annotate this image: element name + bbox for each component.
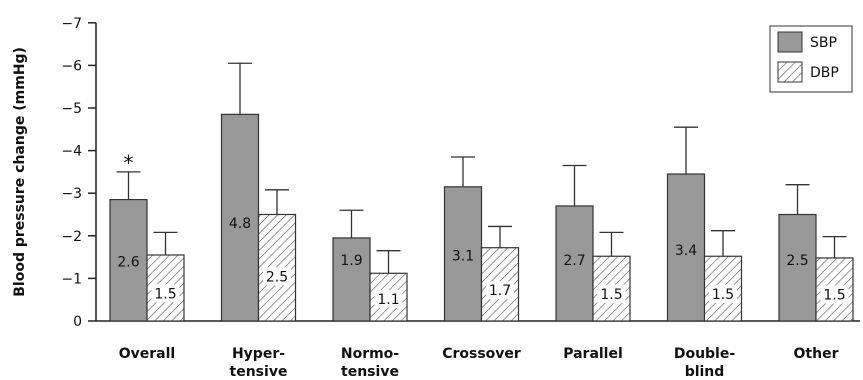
bar-sbp: [443, 186, 483, 322]
bar-sbp: [555, 205, 594, 322]
category-label: Normo-: [341, 346, 399, 362]
bar-sbp: [109, 198, 148, 322]
value-label-dbp: 1.5: [154, 286, 176, 302]
category-label: Other: [794, 346, 839, 362]
value-label-dbp: 2.5: [266, 269, 288, 285]
value-label-bg: [820, 285, 849, 304]
bar-sbp: [220, 113, 260, 322]
category-label: Overall: [119, 346, 175, 362]
value-label-sbp: 2.5: [786, 253, 808, 269]
value-label-bg: [597, 284, 626, 303]
value-label-dbp: 1.5: [712, 287, 734, 303]
category-label: tensive: [230, 364, 288, 380]
value-label-dbp: 1.7: [489, 283, 511, 299]
legend-swatch-sbp: [777, 31, 803, 53]
bar-sbp: [666, 173, 706, 322]
legend-swatch-dbp: [777, 61, 803, 83]
category-label: Crossover: [442, 346, 521, 362]
value-label-bg: [263, 267, 291, 286]
value-label-sbp: 2.7: [563, 253, 585, 269]
y-tick-label: −1: [61, 271, 82, 287]
category-label: tensive: [341, 364, 399, 380]
legend-label-dbp: DBP: [810, 65, 839, 81]
category-label: Hyper-: [232, 346, 285, 362]
value-label-bg: [709, 284, 737, 303]
value-label-bg: [486, 281, 514, 300]
y-tick-label: −6: [61, 58, 82, 74]
y-axis-title: Blood pressure change (mmHg): [12, 47, 28, 297]
category-label: blind: [685, 364, 725, 380]
value-label-sbp: 4.8: [229, 216, 251, 232]
value-label-dbp: 1.5: [823, 288, 845, 304]
value-label-dbp: 1.5: [600, 287, 622, 303]
value-label-sbp: 3.1: [452, 249, 474, 265]
category-label: Parallel: [563, 346, 623, 362]
bar-sbp: [778, 213, 817, 322]
significance-asterisk: *: [124, 151, 134, 175]
y-tick-label: −5: [61, 101, 82, 117]
value-label-bg: [374, 290, 403, 308]
value-label-sbp: 2.6: [117, 254, 139, 270]
labels: 2.6 1.5 Overall 4.8 2.5 Hyper-tensive 1.9 1.1 No…: [117, 151, 849, 380]
value-label-dbp: 1.1: [377, 292, 399, 308]
value-label-sbp: 3.4: [675, 243, 697, 259]
y-tick-label: −2: [61, 229, 82, 245]
y-tick-label: −4: [61, 144, 82, 160]
value-label-bg: [151, 284, 180, 303]
bar-sbp: [332, 237, 371, 322]
bars: [109, 62, 854, 322]
y-tick-label: −3: [61, 186, 82, 202]
legend-label-sbp: SBP: [810, 35, 837, 51]
legend: SBP DBP: [769, 25, 853, 93]
category-label: Double-: [674, 346, 736, 362]
value-label-sbp: 1.9: [340, 253, 362, 269]
y-tick-label: 0: [73, 314, 82, 330]
y-tick-label: −7: [61, 16, 82, 32]
